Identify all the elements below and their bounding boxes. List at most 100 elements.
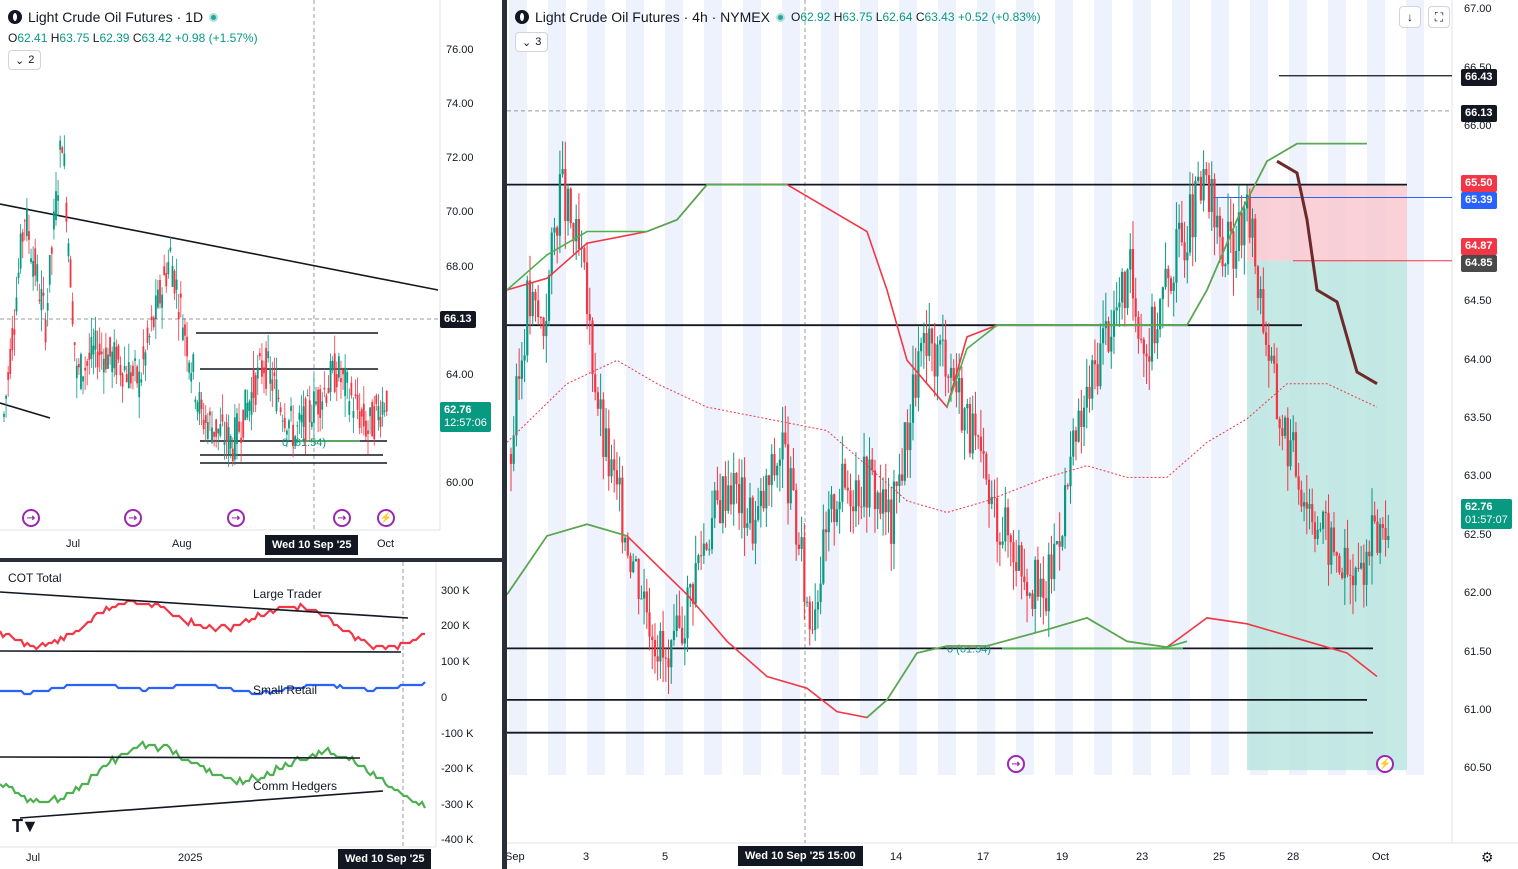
candle-body <box>1194 180 1197 238</box>
pane-separator-vertical[interactable] <box>502 0 507 869</box>
cot-title[interactable]: COT Total <box>8 571 62 585</box>
candle-body <box>258 353 261 357</box>
right-time-label: Sep <box>507 851 525 863</box>
settings-icon[interactable]: ⚙ <box>1481 849 1494 865</box>
right-price-axis-label: 63.50 <box>1464 412 1492 424</box>
symbol-icon <box>515 10 529 24</box>
candle-body <box>982 450 985 454</box>
event-icon[interactable]: ⇢ <box>124 509 142 527</box>
candle-body <box>672 630 676 641</box>
candle-body <box>294 436 297 447</box>
candle-body <box>558 174 561 236</box>
session-shade <box>1055 0 1073 775</box>
candle-body <box>860 506 863 508</box>
candle-body <box>1259 289 1262 298</box>
cot-crosshair-time: Wed 10 Sep '25 <box>338 849 432 869</box>
pane-separator-horizontal[interactable] <box>0 558 505 562</box>
candle-body <box>254 375 257 406</box>
candle-body <box>770 454 773 486</box>
right-indicator-collapse[interactable]: ⌄ 3 <box>515 32 549 52</box>
candle-body <box>275 379 278 412</box>
candle-body <box>515 376 518 436</box>
right-chart-pane[interactable]: 0 (61.54) Light Crude Oil Futures · 4h ·… <box>507 0 1518 869</box>
candle-body <box>1028 593 1031 596</box>
session-shade <box>1172 0 1190 775</box>
candle-body <box>892 481 896 544</box>
candle-body <box>670 640 673 668</box>
left-indicator-collapse[interactable]: ⌄ 2 <box>8 50 42 70</box>
event-icon[interactable]: ⇢ <box>227 509 245 527</box>
tv-logo[interactable]: T▼ <box>12 816 39 836</box>
candle-body <box>1330 527 1333 565</box>
candle-body <box>167 262 170 275</box>
candle-body <box>5 395 7 399</box>
candle-body <box>784 432 787 445</box>
candle-body <box>963 408 966 431</box>
candle-body <box>531 291 534 317</box>
candle-body <box>990 496 993 505</box>
candle-body <box>512 435 515 464</box>
cot-axis-label: 100 K <box>441 656 470 668</box>
right-price-axis-label: 60.50 <box>1464 762 1492 774</box>
candle-body <box>520 360 523 379</box>
candle-body <box>1346 547 1349 575</box>
event-icon[interactable]: ⇢ <box>333 509 351 527</box>
candle-body <box>21 232 24 242</box>
candle-body <box>1077 410 1080 442</box>
event-icon[interactable]: ⚡ <box>1376 755 1394 773</box>
candle-body <box>534 291 537 301</box>
cot-canvas[interactable] <box>0 562 502 869</box>
event-icon[interactable]: ⇢ <box>22 509 40 527</box>
candle-body <box>879 492 882 514</box>
candle-body <box>599 399 602 409</box>
left-chart-canvas[interactable]: 0 (61.54) <box>0 0 502 558</box>
left-chart-title[interactable]: Light Crude Oil Futures · 1D <box>28 9 204 25</box>
candle-body <box>547 275 551 321</box>
candle-body <box>340 378 342 383</box>
left-crosshair-price-tag: 66.13 <box>440 311 476 328</box>
right-chart-canvas[interactable]: 0 (61.54) <box>507 0 1518 869</box>
candle-body <box>111 351 114 373</box>
right-chart-title[interactable]: Light Crude Oil Futures · 4h · NYMEX <box>535 9 770 25</box>
candle-body <box>1289 440 1292 467</box>
right-last-price-tag: 62.76 01:57:07 <box>1461 499 1512 529</box>
event-icon[interactable]: ⇢ <box>1007 755 1025 773</box>
left-chart-pane[interactable]: 0 (61.54) Light Crude Oil Futures · 1D O… <box>0 0 502 558</box>
candle-body <box>729 485 733 505</box>
candle-body <box>569 188 572 224</box>
candle-body <box>77 363 80 368</box>
candle-body <box>200 399 203 410</box>
candle-body <box>922 333 925 343</box>
fullscreen-icon[interactable]: ⛶ <box>1428 6 1450 28</box>
candle-body <box>213 431 215 437</box>
candle-body <box>1216 215 1219 228</box>
candle-body <box>127 362 130 389</box>
candle-body <box>121 373 124 387</box>
cot-axis-label: -400 K <box>441 834 474 846</box>
candle-body <box>903 422 906 481</box>
candle-body <box>1126 269 1129 309</box>
candle-body <box>664 657 667 659</box>
candle-body <box>323 387 326 390</box>
candle-body <box>1093 360 1097 365</box>
candle-body <box>566 188 570 222</box>
candle-body <box>1186 252 1189 261</box>
right-price-axis-label: 62.00 <box>1464 587 1492 599</box>
left-price-axis-label: 68.00 <box>446 261 474 273</box>
candle-body <box>1213 178 1216 228</box>
candle-body <box>146 327 149 343</box>
left-price-axis-label: 60.00 <box>446 477 474 489</box>
candle-body <box>109 337 111 357</box>
candle-body <box>1370 515 1374 557</box>
candle-body <box>38 299 41 301</box>
download-icon[interactable]: ↓ <box>1399 6 1421 28</box>
candle-body <box>48 255 51 285</box>
candle-body <box>342 369 344 375</box>
candle-body <box>854 480 858 512</box>
candle-body <box>1115 307 1118 311</box>
cot-pane[interactable]: COT Total Large Trader Small Retail Comm… <box>0 562 502 869</box>
candle-body <box>1137 316 1140 339</box>
event-icon[interactable]: ⚡ <box>377 509 395 527</box>
candle-body <box>36 264 39 282</box>
candle-body <box>192 354 195 373</box>
